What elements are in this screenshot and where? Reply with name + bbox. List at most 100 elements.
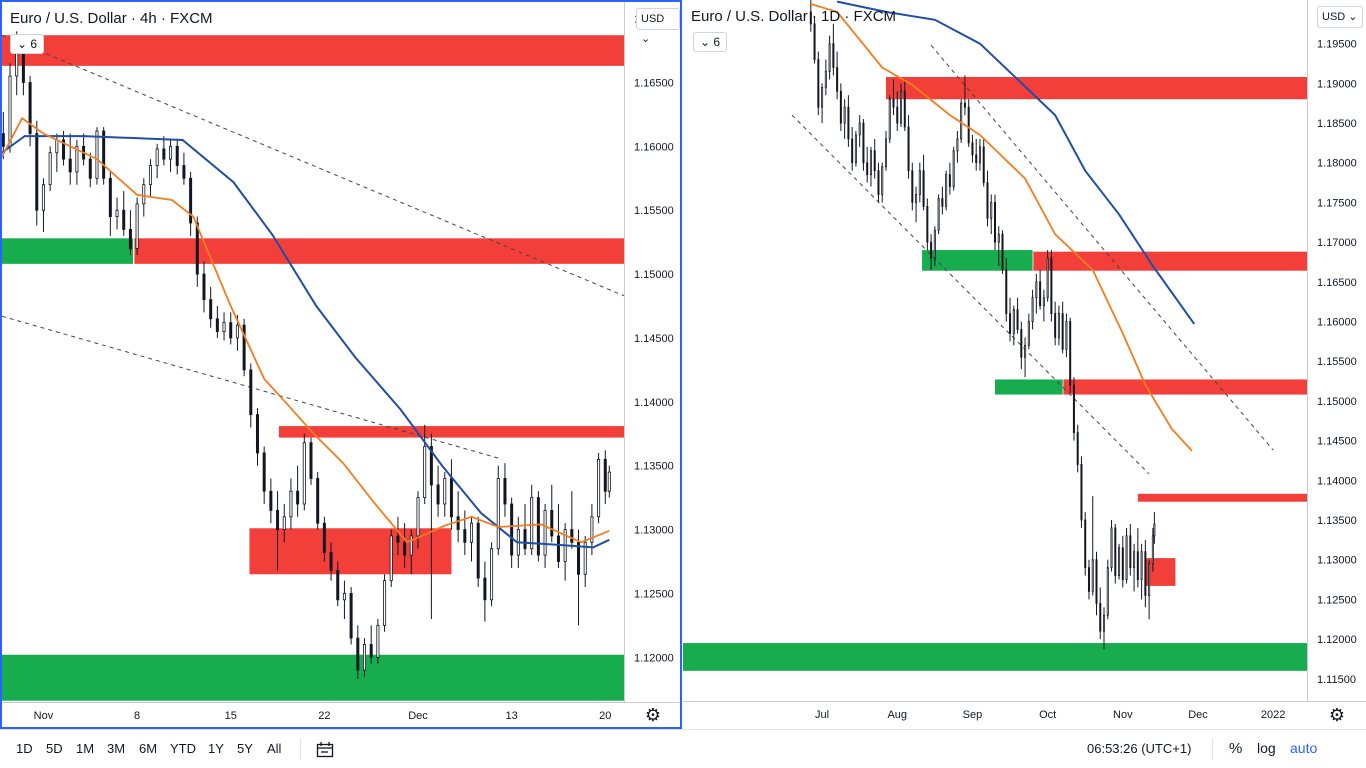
candle-body <box>817 59 820 108</box>
ema-slow-line <box>2 135 610 549</box>
chart-canvas-1d[interactable]: 1.19500 1.19000 1.18500 1.18000 1.17500 1.170… <box>683 0 1366 729</box>
candle-body <box>503 478 507 505</box>
y-tick-label: 1.12500 <box>1317 594 1357 606</box>
candle-body <box>1153 523 1156 537</box>
candle-body <box>881 166 884 195</box>
candle-body <box>960 102 963 140</box>
candle-body <box>162 148 166 160</box>
candle-body <box>851 138 854 164</box>
candle-body <box>1148 563 1151 596</box>
divider <box>300 738 301 760</box>
candle-body <box>1072 384 1075 434</box>
candle-body <box>490 548 494 601</box>
candle-body <box>1027 321 1030 346</box>
candle-body <box>75 145 79 173</box>
supply-zone <box>885 77 1307 100</box>
candle-body <box>550 509 554 537</box>
demand-zone <box>2 238 134 264</box>
candle-body <box>115 209 119 217</box>
range-6m[interactable]: 6M <box>139 741 158 756</box>
candle-body <box>316 478 320 524</box>
auto-toggle[interactable]: auto <box>1290 740 1318 756</box>
candle-body <box>1099 602 1102 632</box>
candle-body <box>911 170 914 203</box>
range-1m[interactable]: 1M <box>76 741 95 756</box>
supply-zone <box>2 35 624 66</box>
chart-pane-4h[interactable]: 1.170001.165001.160001.155001.150001.145… <box>0 0 682 729</box>
candle-body <box>329 552 333 571</box>
candle-body <box>907 126 910 172</box>
y-tick-label: 1.16000 <box>634 141 674 153</box>
candle-body <box>443 478 447 505</box>
candle-body <box>349 593 353 639</box>
chart-pane-1d[interactable]: 1.19500 1.19000 1.18500 1.18000 1.17500 1.170… <box>683 0 1366 729</box>
range-5y[interactable]: 5Y <box>237 741 253 756</box>
candle-body <box>276 509 280 530</box>
candle-body <box>182 165 186 179</box>
candle-body <box>148 165 152 186</box>
x-tick-label: Nov <box>34 710 54 722</box>
range-3m[interactable]: 3M <box>107 741 126 756</box>
x-tick-label: Dec <box>1188 709 1208 721</box>
supply-zone <box>278 426 624 438</box>
candle-body <box>926 206 929 243</box>
chart-canvas-4h[interactable]: 1.170001.165001.160001.155001.150001.145… <box>2 2 680 727</box>
candle-body <box>873 150 876 172</box>
range-all[interactable]: All <box>267 741 282 756</box>
candle-body <box>1069 321 1072 386</box>
candle-body <box>854 134 857 164</box>
candle-body <box>1024 344 1027 358</box>
chevron-down-icon: ⌄ <box>699 35 711 49</box>
candle-body <box>1087 567 1090 592</box>
x-tick-label: Nov <box>1113 709 1133 721</box>
trendline <box>2 34 624 297</box>
x-tick-label: Aug <box>887 709 907 721</box>
y-tick-label: 1.17500 <box>1317 197 1357 209</box>
supply-zone <box>1033 251 1307 271</box>
candle-body <box>302 442 306 505</box>
candle-body <box>530 497 534 550</box>
candle-body <box>843 106 846 124</box>
candle-body <box>483 577 487 601</box>
range-ytd[interactable]: YTD <box>170 741 196 756</box>
candle-body <box>383 580 387 626</box>
indicators-toggle[interactable]: ⌄ 6 <box>10 34 44 54</box>
candle-body <box>135 203 139 249</box>
clock[interactable]: 06:53:26 (UTC+1) <box>1087 741 1192 756</box>
candle-body <box>496 478 500 550</box>
y-tick-label: 1.13000 <box>634 525 674 537</box>
candle-body <box>456 516 460 530</box>
x-tick-label: 8 <box>134 710 140 722</box>
candle-body <box>429 446 433 486</box>
candle-body <box>1065 321 1068 350</box>
candle-body <box>463 529 467 543</box>
candle-body <box>296 490 300 505</box>
calendar-range-icon[interactable] <box>316 741 334 758</box>
currency-selector[interactable]: USD ⌄ <box>1317 6 1363 28</box>
candle-body <box>900 90 903 124</box>
log-toggle[interactable]: log <box>1257 740 1276 756</box>
candle-body <box>903 90 906 128</box>
ema-fast-line <box>2 116 610 544</box>
range-1y[interactable]: 1Y <box>208 741 224 756</box>
range-5d[interactable]: 5D <box>46 741 63 756</box>
candle-body <box>175 145 179 166</box>
candle-body <box>169 145 173 160</box>
y-tick-label: 1.19500 <box>1317 39 1357 51</box>
candle-body <box>62 139 66 160</box>
candle-body <box>862 122 865 164</box>
candle-body <box>922 170 925 207</box>
candle-body <box>476 522 480 579</box>
y-tick-label: 1.13000 <box>1317 555 1357 567</box>
candle-body <box>975 154 978 164</box>
range-1d[interactable]: 1D <box>16 741 33 756</box>
percent-toggle[interactable]: % <box>1229 740 1243 757</box>
candle-body <box>289 490 293 518</box>
gear-icon[interactable]: ⚙ <box>644 705 662 725</box>
currency-selector[interactable]: USD ⌄ <box>636 8 680 45</box>
candle-body <box>990 202 993 219</box>
gear-icon[interactable]: ⚙ <box>1328 705 1346 725</box>
candle-body <box>858 122 861 136</box>
candle-body <box>896 106 899 124</box>
indicators-toggle[interactable]: ⌄ 6 <box>693 32 727 52</box>
